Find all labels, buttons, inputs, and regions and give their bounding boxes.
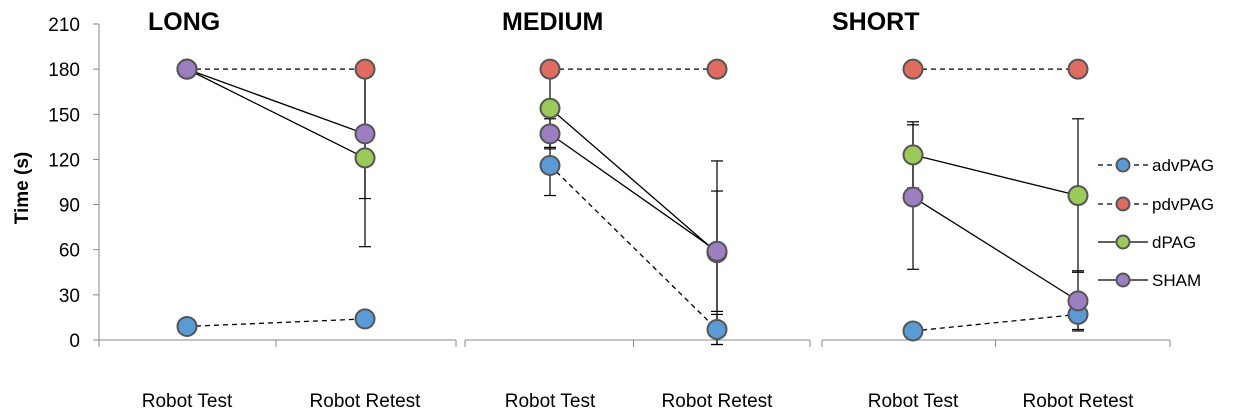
legend-label: advPAG <box>1152 156 1214 175</box>
y-tick-label: 150 <box>48 105 80 126</box>
data-point-advpag <box>902 320 924 342</box>
data-point-sham <box>1067 290 1089 312</box>
y-axis: 0 30 60 90 120 150 180 210 <box>48 15 100 352</box>
x-tick-label: Robot Test <box>868 391 959 412</box>
x-tick-label: Robot Retest <box>310 391 422 412</box>
panel-title: SHORT <box>832 8 920 36</box>
data-point-pdvpag <box>354 58 376 80</box>
legend-item-dpag: dPAG <box>1098 233 1196 252</box>
series-line-sham <box>912 196 1079 302</box>
x-tick-label: Robot Retest <box>1023 391 1135 412</box>
data-point-sham <box>539 123 561 145</box>
y-tick-label: 90 <box>59 196 80 217</box>
legend-marker <box>1115 196 1131 212</box>
data-point-dpag <box>902 144 924 166</box>
series-line-dpag <box>912 154 1079 197</box>
series-line-sham <box>186 68 366 135</box>
data-point-pdvpag <box>706 58 728 80</box>
data-point-pdvpag <box>539 58 561 80</box>
legend-label: SHAM <box>1152 271 1201 290</box>
legend: advPAG pdvPAG dPAG SHAM <box>1098 156 1214 290</box>
y-tick-label: 60 <box>59 241 80 262</box>
y-tick-label: 0 <box>69 331 80 352</box>
panel-title: MEDIUM <box>502 8 603 36</box>
data-point-pdvpag <box>902 58 924 80</box>
series-line-advpag <box>186 318 366 328</box>
series-line-advpag <box>549 164 718 330</box>
panels: LONG Robot Test Robot Retest MEDIUM Robot Te… <box>98 8 1171 412</box>
data-point-advpag <box>706 318 728 340</box>
legend-marker <box>1115 157 1131 173</box>
y-tick-label: 210 <box>48 15 80 36</box>
data-point-sham <box>176 58 198 80</box>
data-point-sham <box>706 240 728 262</box>
y-tick-label: 180 <box>48 60 80 81</box>
legend-item-advpag: advPAG <box>1098 156 1214 175</box>
series-line-dpag <box>549 107 718 254</box>
x-tick-label: Robot Test <box>505 391 596 412</box>
data-point-advpag <box>539 154 561 176</box>
panel-medium: MEDIUM Robot Test Robot Retest <box>464 8 811 412</box>
data-point-dpag <box>1067 185 1089 207</box>
legend-item-sham: SHAM <box>1098 271 1201 290</box>
series-line-advpag <box>912 313 1079 332</box>
y-tick-label: 30 <box>59 286 80 307</box>
panel-title: LONG <box>148 8 220 36</box>
x-tick-label: Robot Retest <box>662 391 774 412</box>
panel-long: LONG Robot Test Robot Retest <box>98 8 457 412</box>
legend-marker <box>1115 234 1131 250</box>
data-point-advpag <box>354 308 376 330</box>
panel-short: SHORT Robot Test Robot Retest <box>821 8 1171 412</box>
data-point-dpag <box>354 147 376 169</box>
data-point-sham <box>354 123 376 145</box>
series-line-dpag <box>186 68 366 159</box>
data-point-sham <box>902 186 924 208</box>
y-axis-label: Time (s) <box>12 152 33 225</box>
legend-label: dPAG <box>1152 233 1196 252</box>
data-point-dpag <box>539 97 561 119</box>
legend-marker <box>1115 272 1131 288</box>
legend-item-pdvpag: pdvPAG <box>1098 195 1214 214</box>
series-line-sham <box>549 133 718 252</box>
data-point-advpag <box>176 315 198 337</box>
data-point-pdvpag <box>1067 58 1089 80</box>
y-tick-label: 120 <box>48 150 80 171</box>
x-tick-label: Robot Test <box>142 391 233 412</box>
legend-label: pdvPAG <box>1152 195 1214 214</box>
